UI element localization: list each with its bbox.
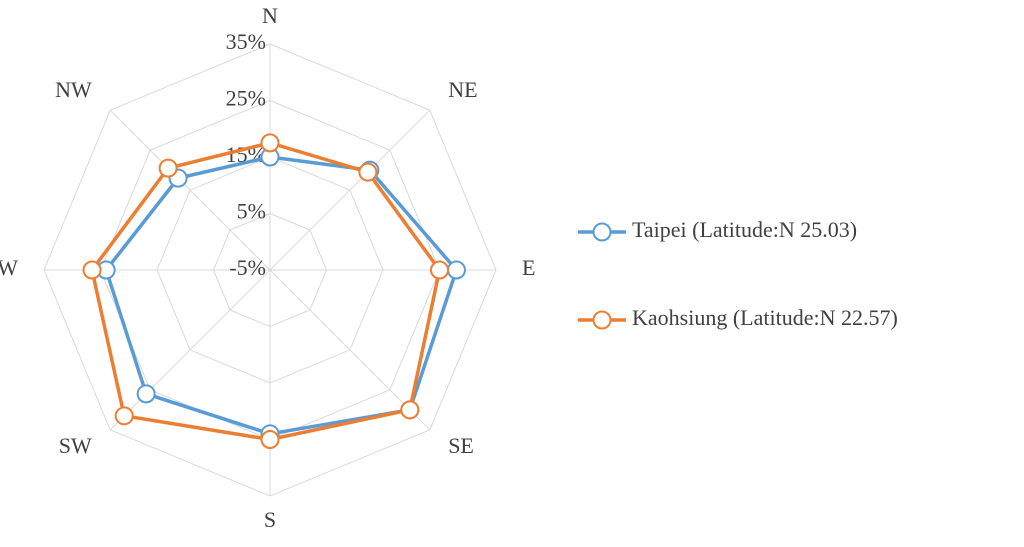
series-marker (82, 260, 102, 280)
legend-label: Kaohsiung (Latitude:N 22.57) (632, 305, 898, 330)
r-tick-label: 5% (237, 199, 266, 224)
series-line (104, 155, 459, 436)
r-tick-label: 35% (226, 29, 266, 54)
series-marker (400, 400, 420, 420)
legend-marker (592, 222, 612, 242)
series-marker (430, 260, 449, 280)
grid-ring (43, 43, 497, 497)
series-marker (446, 260, 466, 280)
category-label: NE (448, 77, 477, 102)
category-label: SW (59, 433, 92, 458)
series-marker (136, 384, 156, 404)
r-tick-label: -5% (229, 255, 266, 280)
legend-label: Taipei (Latitude:N 25.03) (632, 217, 857, 242)
category-label: W (0, 255, 18, 280)
r-tick-label: 25% (226, 86, 266, 111)
series-marker (260, 133, 280, 153)
category-label: S (264, 507, 276, 532)
series-marker (158, 158, 178, 178)
category-label: N (262, 3, 278, 28)
category-label: NW (55, 77, 92, 102)
series-marker (114, 406, 134, 426)
series-marker (358, 162, 378, 182)
grid-ring (212, 212, 328, 328)
grid-ring (156, 156, 384, 384)
category-label: SE (448, 433, 474, 458)
series-marker (260, 430, 280, 449)
category-label: E (522, 255, 535, 280)
legend-marker (592, 310, 612, 330)
